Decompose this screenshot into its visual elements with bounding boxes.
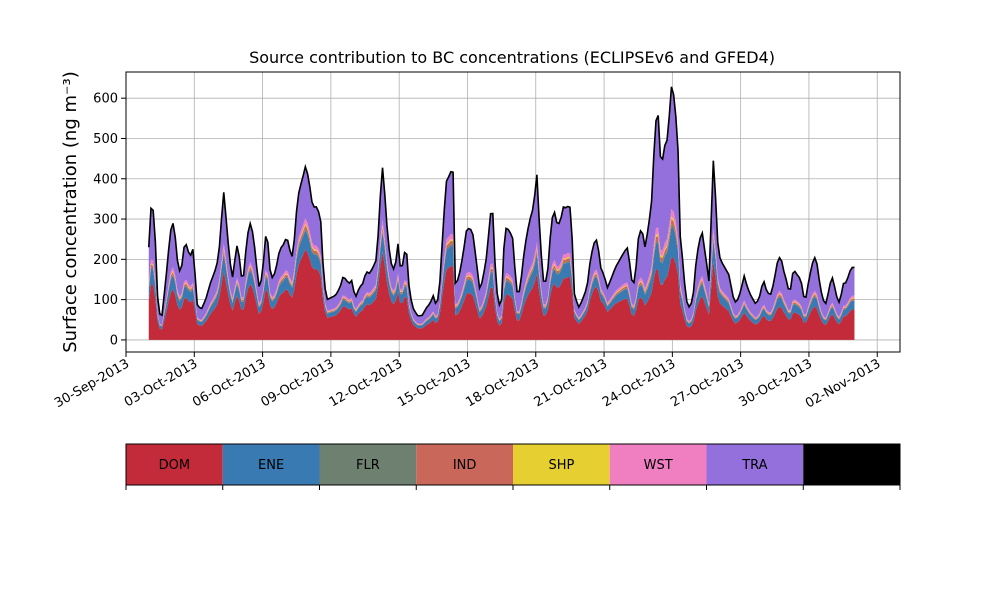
y-tick-label: 600: [93, 92, 118, 107]
colorbar-label-ind: IND: [453, 458, 477, 473]
y-tick-label: 0: [110, 333, 118, 348]
colorbar-swatch-shp: [513, 444, 610, 485]
y-tick-label: 400: [93, 172, 118, 187]
colorbar-swatch-ind: [416, 444, 513, 485]
colorbar-legend: DOM ENE FLR IND SHP WST TRA BB: [125, 443, 901, 490]
colorbar-label-dom: DOM: [159, 458, 190, 473]
plot-layer: 010020030040050060030-Sep-201303-Oct-201…: [52, 71, 901, 411]
y-tick-label: 100: [93, 293, 118, 308]
colorbar-label-shp: SHP: [548, 458, 574, 473]
colorbar-label-ene: ENE: [258, 458, 284, 473]
colorbar-swatch-flr: [319, 444, 417, 485]
colorbar-label-flr: FLR: [356, 458, 380, 473]
colorbar-swatch-tra: [706, 444, 804, 485]
colorbar-swatch-ene: [222, 444, 320, 485]
y-axis-label: Surface concentration (ng m⁻³): [60, 71, 81, 353]
area-ene: [148, 226, 855, 330]
colorbar-label-tra: TRA: [741, 458, 767, 473]
y-tick-label: 500: [93, 132, 118, 147]
colorbar-swatch-bb: [803, 444, 900, 485]
total-outline: [147, 86, 855, 317]
area-dom: [148, 249, 855, 340]
colorbar-label-wst: WST: [644, 458, 673, 473]
y-tick-label: 300: [93, 213, 118, 228]
chart-title: Source contribution to BC concentrations…: [249, 48, 775, 67]
area-tra: [148, 86, 855, 325]
colorbar-frame: [125, 443, 901, 486]
y-tick-label: 200: [93, 253, 118, 268]
plot-frame: [125, 71, 901, 353]
colorbar-swatch-dom: [126, 444, 223, 485]
colorbar-label-bb: BB: [843, 458, 861, 473]
colorbar-swatch-wst: [609, 444, 707, 485]
